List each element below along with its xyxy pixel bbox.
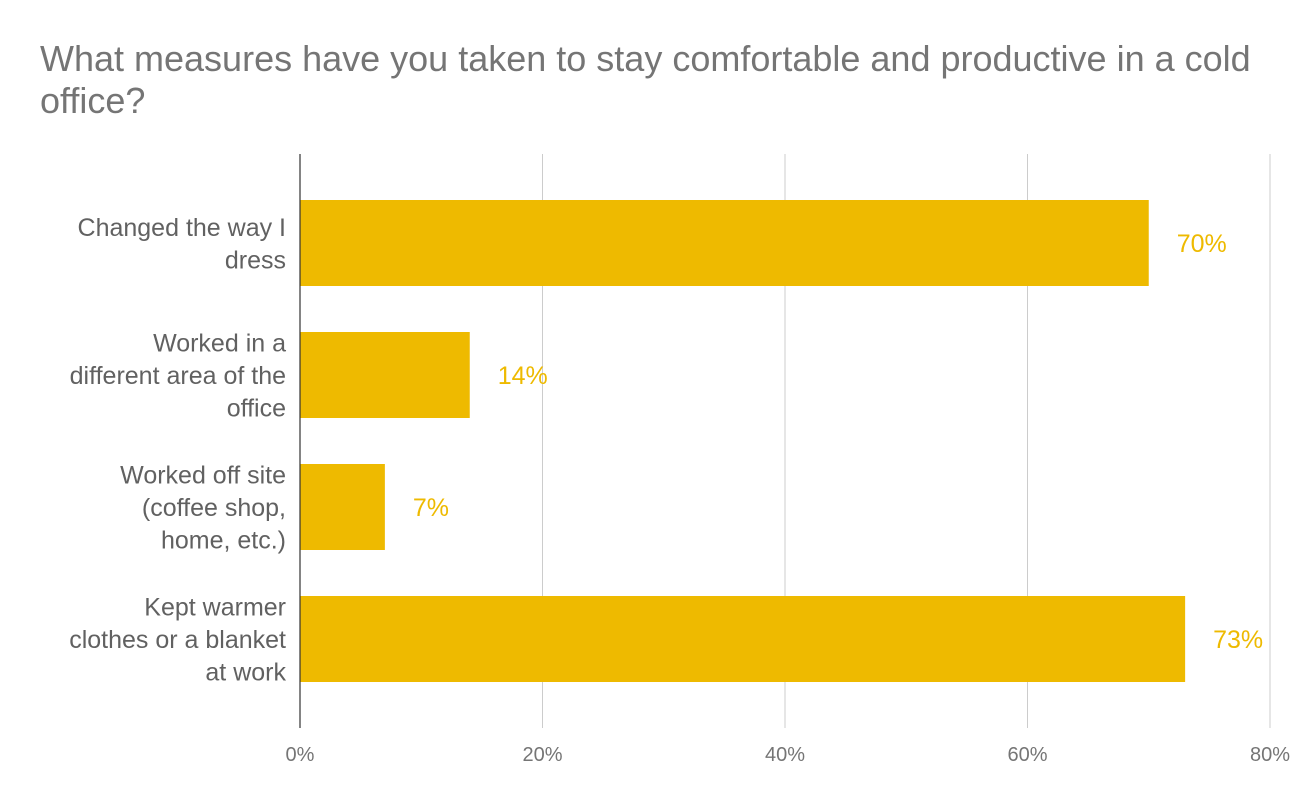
bar bbox=[300, 464, 385, 550]
data-label: 14% bbox=[498, 362, 548, 390]
category-label: (coffee shop, bbox=[142, 494, 286, 522]
category-label: Worked in a bbox=[153, 330, 286, 358]
bar bbox=[300, 332, 470, 418]
category-label: at work bbox=[205, 659, 286, 687]
data-label: 70% bbox=[1177, 230, 1227, 258]
data-label: 73% bbox=[1213, 626, 1263, 654]
x-tick-label: 40% bbox=[765, 744, 805, 766]
category-label: different area of the bbox=[70, 362, 286, 390]
x-tick-label: 0% bbox=[286, 744, 315, 766]
chart-title: What measures have you taken to stay com… bbox=[40, 38, 1251, 121]
x-tick-label: 80% bbox=[1250, 744, 1290, 766]
category-label: clothes or a blanket bbox=[69, 626, 286, 654]
bar bbox=[300, 596, 1186, 682]
x-tick-label: 20% bbox=[522, 744, 562, 766]
bar bbox=[300, 200, 1149, 286]
category-label: office bbox=[227, 395, 286, 423]
category-label: Changed the way I bbox=[78, 214, 286, 242]
category-label: Worked off site bbox=[120, 462, 286, 490]
category-label: home, etc.) bbox=[161, 527, 286, 555]
category-label: dress bbox=[225, 246, 286, 274]
data-label: 7% bbox=[413, 494, 449, 522]
category-label: Kept warmer bbox=[144, 594, 286, 622]
x-tick-label: 60% bbox=[1007, 744, 1047, 766]
